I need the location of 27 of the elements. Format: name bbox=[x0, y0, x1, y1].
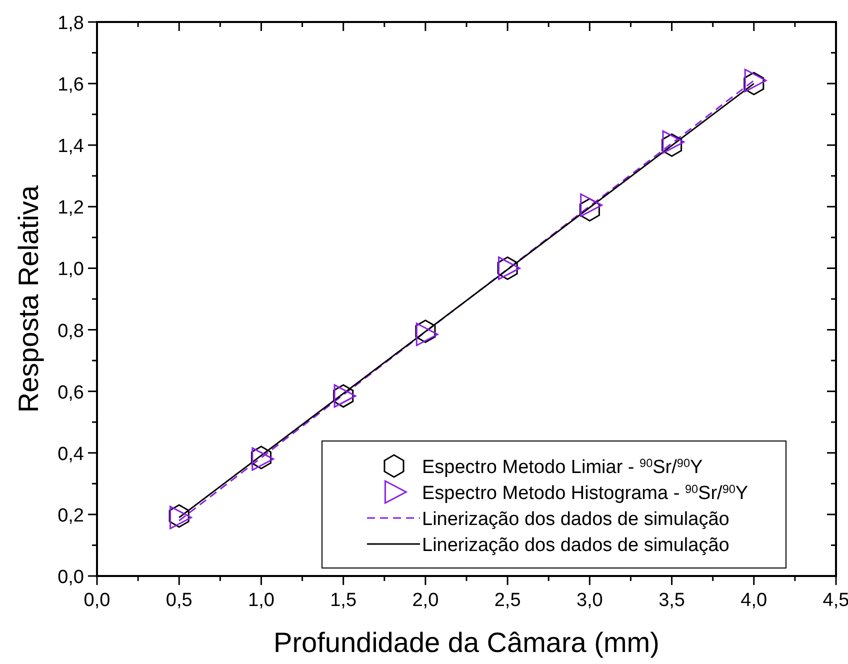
y-tick-label: 1,2 bbox=[58, 198, 84, 219]
x-tick-label: 3,0 bbox=[576, 590, 603, 611]
x-tick-label: 3,5 bbox=[658, 590, 685, 611]
legend-label: Linerização dos dados de simulação bbox=[422, 535, 730, 556]
x-axis-title: Profundidade da Câmara (mm) bbox=[274, 627, 660, 658]
x-tick-label: 1,0 bbox=[248, 590, 274, 611]
x-tick-label: 0,0 bbox=[84, 590, 110, 611]
y-tick-label: 0,4 bbox=[58, 444, 84, 465]
point bbox=[580, 193, 603, 217]
point bbox=[579, 198, 600, 222]
x-tick-label: 2,5 bbox=[494, 590, 521, 611]
x-tick-label: 1,5 bbox=[330, 590, 357, 611]
legend-label: Linerização dos dados de simulação bbox=[422, 509, 730, 530]
y-axis-title: Resposta Relativa bbox=[13, 184, 44, 413]
y-tick-label: 0,6 bbox=[58, 382, 84, 404]
y-tick-label: 1,4 bbox=[58, 136, 84, 158]
y-tick-label: 1,0 bbox=[58, 259, 84, 280]
y-tick-label: 0,2 bbox=[58, 505, 84, 526]
y-tick-label: 1,8 bbox=[58, 13, 84, 34]
x-tick-label: 2,0 bbox=[412, 590, 439, 611]
y-tick-label: 0,8 bbox=[58, 320, 84, 342]
y-tick-label: 1,6 bbox=[58, 74, 84, 96]
x-tick-label: 4,0 bbox=[740, 590, 768, 611]
x-tick-label: 0,5 bbox=[166, 590, 192, 611]
legend-label: Espectro Metodo Histograma - $^{90}$Sr/$^{90}$Y bbox=[422, 482, 748, 504]
legend-label: Espectro Metodo Limiar - $^{90}$Sr/$^{90}$Y bbox=[422, 456, 703, 478]
y-tick-label: 0,0 bbox=[58, 567, 84, 588]
